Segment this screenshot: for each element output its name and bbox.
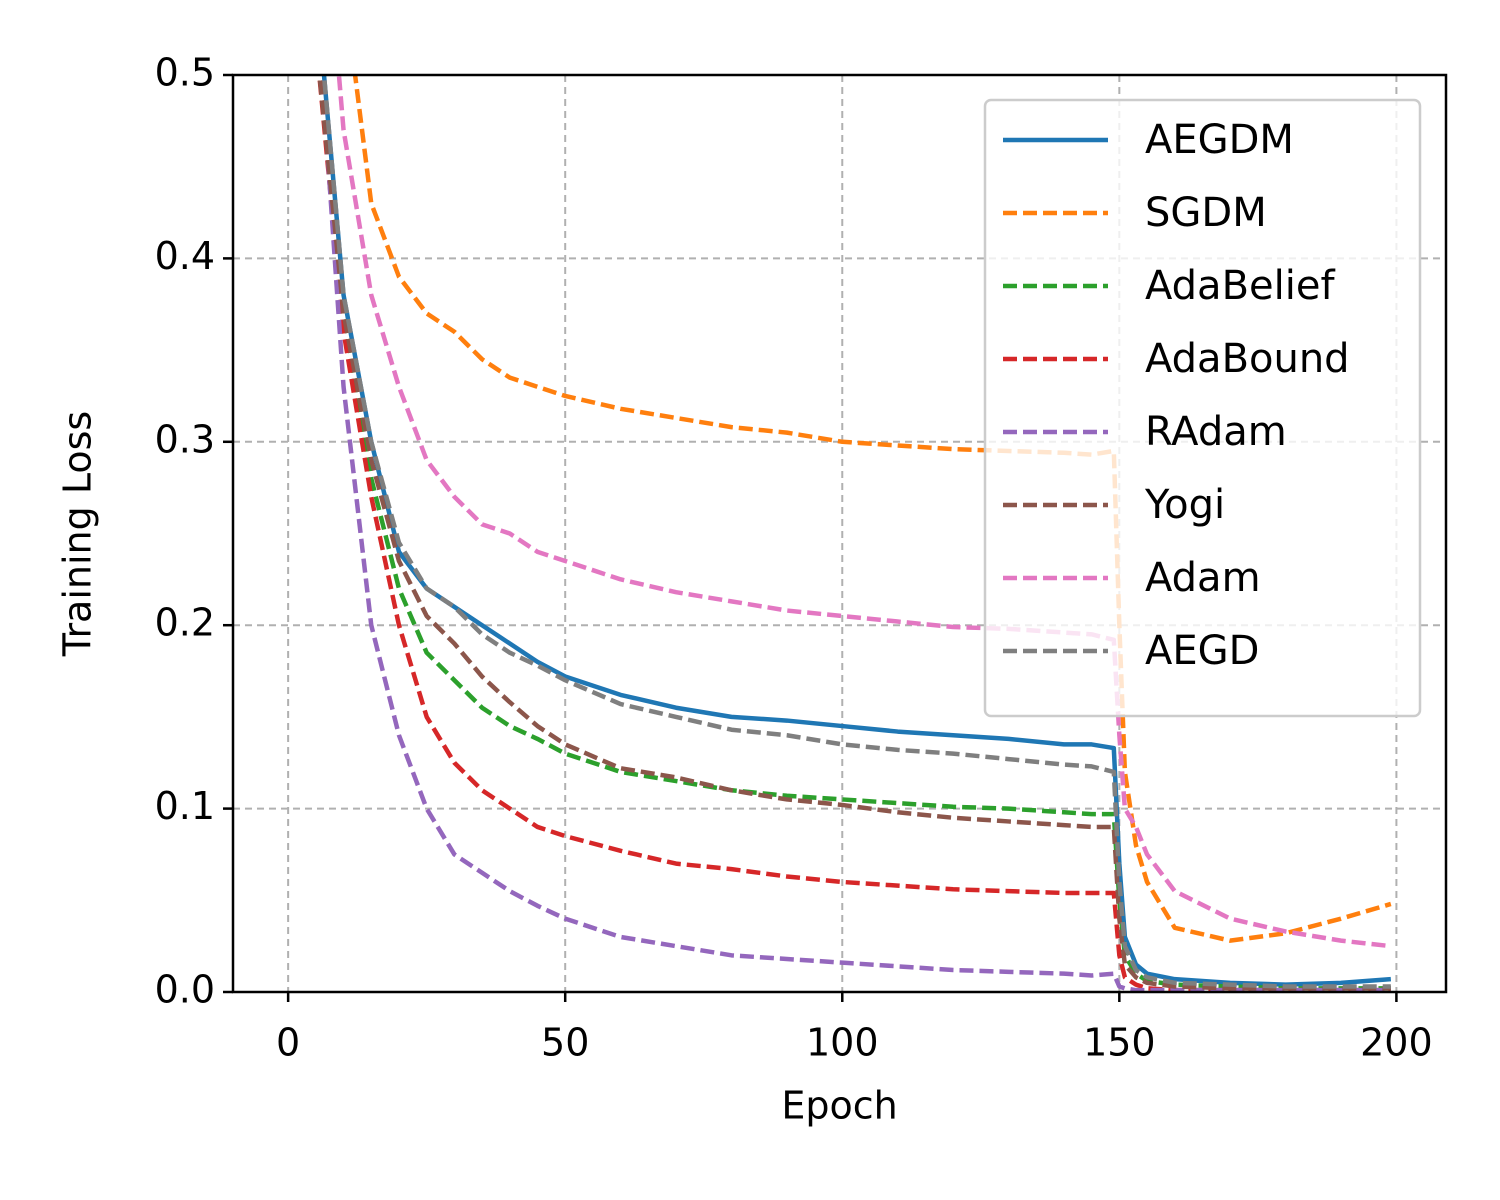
- series-line: [336, 75, 1392, 949]
- series-line: [352, 75, 1392, 943]
- plot-area: [317, 75, 1392, 992]
- series-line: [317, 75, 1391, 991]
- x-tick-label: 50: [541, 1021, 589, 1065]
- series-line: [317, 75, 1391, 992]
- y-tick-label: 0.5: [155, 51, 215, 95]
- x-axis-label: Epoch: [781, 1084, 897, 1128]
- series-line: [321, 75, 1391, 989]
- legend: AEGDM SGDM AdaBelief AdaBound RAdam Yogi Adam A…: [983, 98, 1422, 718]
- legend-label: AdaBelief: [1145, 263, 1335, 309]
- x-tick-label: 0: [276, 1021, 300, 1065]
- y-tick-label: 0.0: [155, 968, 215, 1012]
- y-tick-label: 0.3: [155, 417, 215, 461]
- x-tick-label: 150: [1083, 1021, 1156, 1065]
- plot-frame: [231, 73, 1448, 994]
- legend-label: Yogi: [1144, 482, 1225, 528]
- y-tick-label: 0.1: [155, 784, 215, 828]
- x-tick-label: 200: [1360, 1021, 1433, 1065]
- legend-label: AEGD: [1145, 628, 1259, 674]
- ticks: 0 50 100 150 200 0.0 0.1 0.2 0.3 0.4 0.5: [155, 51, 1433, 1065]
- legend-label: Adam: [1145, 555, 1261, 601]
- series-line: [319, 75, 1391, 992]
- legend-box: [983, 98, 1422, 718]
- legend-label: AdaBound: [1145, 336, 1350, 382]
- y-tick-label: 0.4: [155, 234, 215, 278]
- legend-label: SGDM: [1145, 190, 1267, 236]
- legend-label: AEGDM: [1145, 117, 1294, 163]
- y-tick-label: 0.2: [155, 601, 215, 645]
- legend-label: RAdam: [1145, 409, 1287, 455]
- y-axis-label: Training Loss: [56, 411, 100, 657]
- x-tick-label: 100: [806, 1021, 879, 1065]
